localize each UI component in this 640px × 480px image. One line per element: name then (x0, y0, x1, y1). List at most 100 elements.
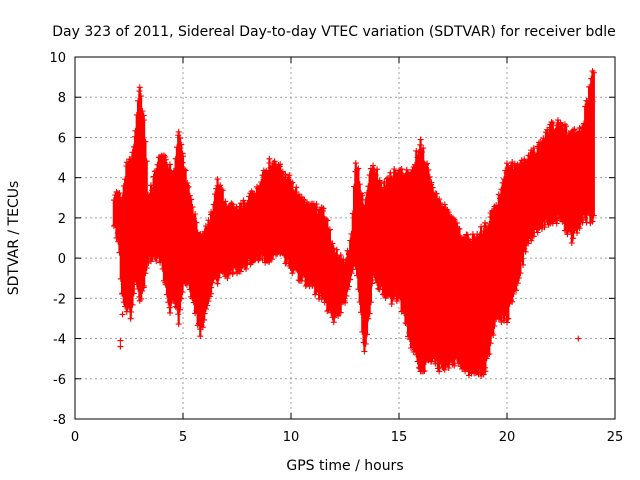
data-point (520, 261, 526, 268)
data-point (464, 231, 471, 238)
data-point (367, 299, 374, 306)
data-point (428, 179, 435, 186)
data-point (352, 160, 359, 167)
data-point (286, 172, 293, 179)
data-point (208, 290, 215, 297)
data-point (504, 319, 510, 326)
data-point (167, 161, 173, 168)
data-point (130, 290, 137, 297)
data-point (295, 191, 302, 198)
data-series (110, 68, 597, 379)
data-point (175, 321, 182, 328)
x-tick-label: 25 (607, 430, 624, 445)
data-point (269, 256, 275, 263)
x-tick-label: 0 (71, 430, 79, 445)
data-point (136, 84, 143, 91)
data-point (482, 368, 489, 375)
data-point (490, 332, 497, 339)
data-point (342, 299, 348, 306)
data-point (218, 186, 225, 192)
data-point (590, 212, 597, 219)
data-point (142, 138, 149, 145)
data-point (504, 160, 510, 167)
data-point (359, 192, 366, 199)
data-point (138, 295, 145, 302)
data-point (388, 301, 395, 308)
data-point (420, 145, 427, 151)
x-axis-title: GPS time / hours (286, 458, 403, 474)
data-point (343, 292, 350, 299)
data-point (204, 302, 211, 309)
y-tick-label: -6 (53, 373, 66, 388)
data-point (417, 136, 424, 143)
data-point (356, 181, 363, 188)
data-point (555, 117, 561, 124)
data-point (219, 187, 226, 194)
outlier-point (117, 337, 124, 344)
y-tick-label: 4 (58, 172, 66, 187)
data-point (474, 231, 481, 237)
data-point (223, 203, 230, 210)
data-point (505, 315, 512, 322)
data-point (129, 301, 136, 308)
data-point (478, 223, 485, 230)
data-point (530, 233, 537, 240)
data-point (445, 209, 452, 216)
data-point (193, 219, 200, 226)
outlier-point (575, 335, 582, 342)
data-point (441, 201, 448, 208)
data-point (451, 362, 458, 369)
data-point (202, 306, 209, 312)
data-point (428, 358, 435, 365)
data-point (498, 319, 505, 326)
data-point (541, 224, 548, 231)
data-point (344, 286, 351, 293)
data-point (516, 275, 523, 281)
data-point (511, 160, 518, 167)
data-point (175, 128, 182, 135)
data-point (179, 289, 186, 296)
data-point (365, 315, 372, 322)
data-point (437, 200, 444, 207)
data-point (271, 158, 278, 165)
data-point (433, 190, 440, 197)
data-point (293, 184, 300, 191)
data-point (116, 190, 123, 197)
plot-frame (74, 56, 616, 420)
data-point (201, 310, 208, 317)
data-point (450, 215, 456, 222)
data-point (282, 260, 289, 267)
y-tick-label: 8 (58, 91, 66, 106)
data-point (370, 162, 377, 169)
data-point (324, 217, 331, 224)
data-point (398, 166, 405, 172)
data-point (486, 351, 493, 357)
y-tick-label: 2 (58, 212, 66, 227)
data-point (201, 316, 208, 323)
data-point (298, 193, 305, 200)
data-point (289, 270, 296, 277)
data-point (443, 206, 450, 213)
data-point (553, 217, 560, 224)
y-tick-label: -8 (53, 413, 66, 428)
data-point (141, 283, 148, 289)
data-point (138, 93, 145, 99)
data-point (589, 218, 596, 225)
y-tick-label: 6 (58, 131, 66, 146)
data-point (214, 176, 221, 183)
data-point (142, 270, 149, 277)
data-point (425, 166, 432, 173)
data-point (209, 279, 216, 286)
data-point (188, 196, 195, 203)
y-tick-label: 0 (58, 252, 66, 267)
data-point (215, 274, 222, 281)
data-point (483, 355, 490, 362)
data-point (453, 220, 460, 227)
data-point (436, 368, 443, 375)
data-point (143, 158, 150, 165)
data-point (548, 119, 555, 126)
data-point (377, 180, 384, 187)
data-point (323, 216, 329, 223)
data-point (570, 235, 577, 242)
